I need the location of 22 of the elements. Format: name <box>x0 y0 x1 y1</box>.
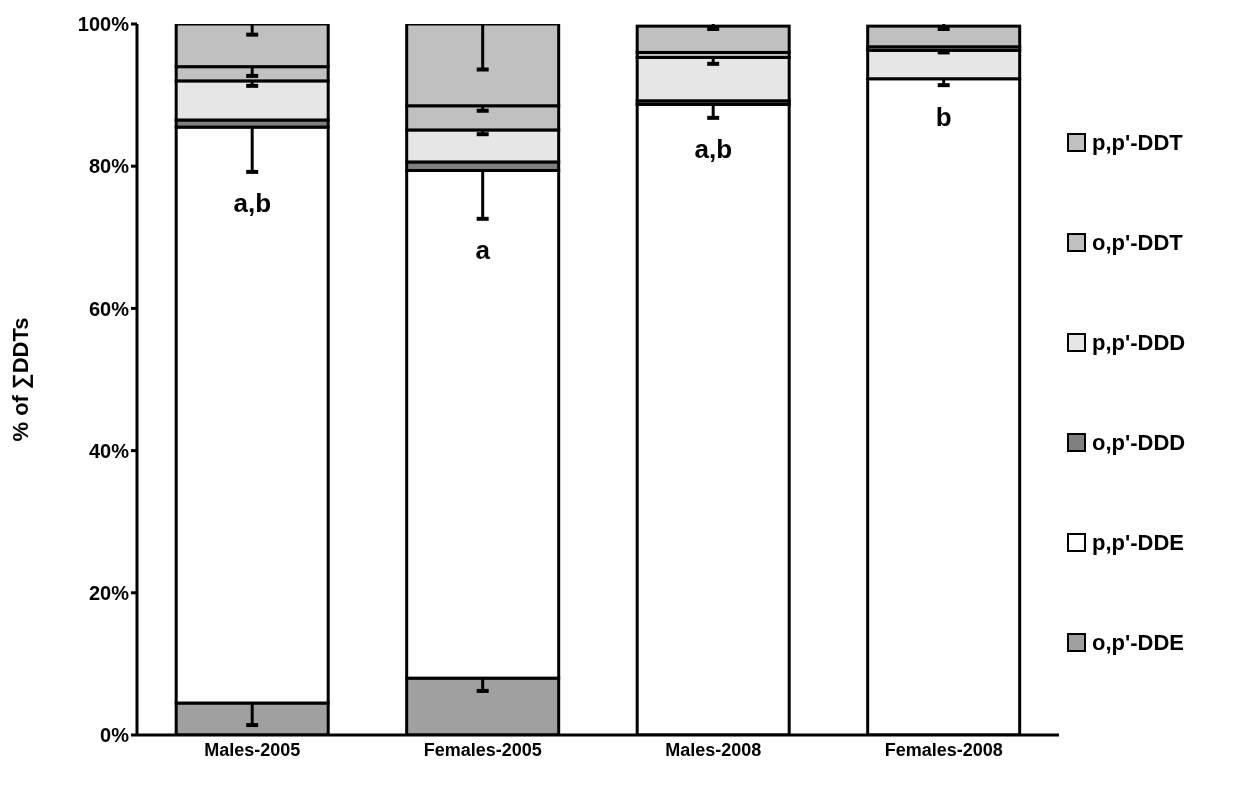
legend-label: o,p'-DDT <box>1091 229 1184 256</box>
y-tick-label: 40% <box>88 439 130 462</box>
annotation: a,b <box>233 188 272 219</box>
x-tick-label: Females-2008 <box>884 739 1003 760</box>
annotation: a <box>475 235 491 266</box>
x-tick-label: Females-2005 <box>423 739 542 760</box>
y-tick-label: 0% <box>100 724 130 747</box>
y-tick-label: 20% <box>88 581 130 604</box>
annotation: b <box>935 101 952 132</box>
legend-label: p,p'-DDD <box>1091 329 1187 356</box>
y-tick-label: 60% <box>88 297 130 320</box>
bar <box>866 24 1022 49</box>
y-tick-label: 80% <box>88 155 130 178</box>
annotation: a,b <box>694 134 733 165</box>
y-axis-title: % of ∑DDTs <box>7 317 33 442</box>
y-tick-label: 100% <box>77 13 130 36</box>
legend-label: o,p'-DDE <box>1091 629 1185 656</box>
legend-label: p,p'-DDE <box>1091 529 1185 556</box>
x-tick-label: Males-2005 <box>204 739 301 760</box>
x-tick-label: Males-2008 <box>665 739 762 760</box>
legend-label: p,p'-DDT <box>1091 129 1184 156</box>
legend-label: o,p'-DDD <box>1091 429 1187 456</box>
